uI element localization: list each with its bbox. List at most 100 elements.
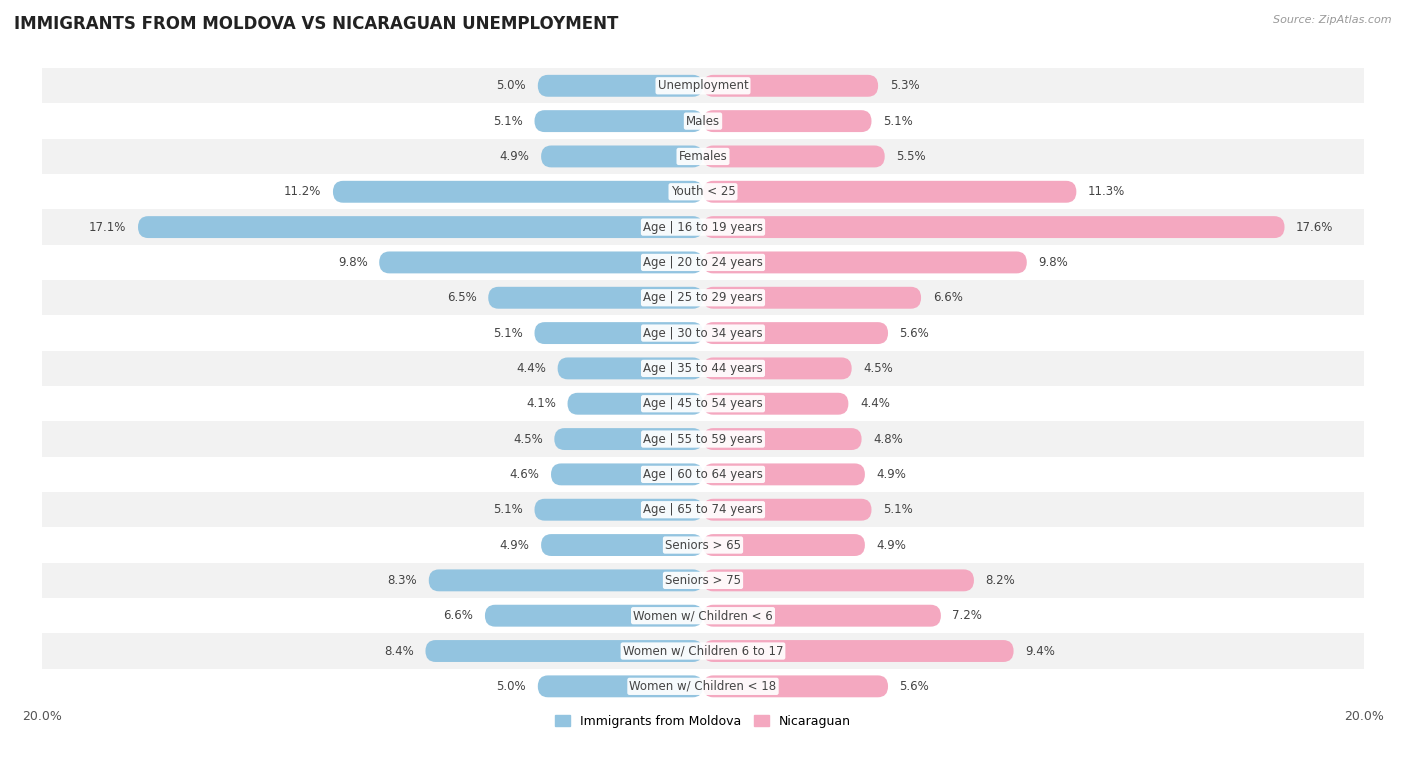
Text: 4.4%: 4.4% <box>516 362 546 375</box>
Text: 5.0%: 5.0% <box>496 79 526 92</box>
FancyBboxPatch shape <box>703 569 974 591</box>
Text: 5.5%: 5.5% <box>896 150 927 163</box>
Text: 6.6%: 6.6% <box>443 609 474 622</box>
FancyBboxPatch shape <box>541 145 703 167</box>
FancyBboxPatch shape <box>703 534 865 556</box>
Text: 6.6%: 6.6% <box>932 291 963 304</box>
FancyBboxPatch shape <box>537 75 703 97</box>
FancyBboxPatch shape <box>703 145 884 167</box>
FancyBboxPatch shape <box>488 287 703 309</box>
FancyBboxPatch shape <box>558 357 703 379</box>
FancyBboxPatch shape <box>485 605 703 627</box>
Text: Age | 25 to 29 years: Age | 25 to 29 years <box>643 291 763 304</box>
Text: 4.1%: 4.1% <box>526 397 555 410</box>
Text: Age | 55 to 59 years: Age | 55 to 59 years <box>643 432 763 446</box>
FancyBboxPatch shape <box>551 463 703 485</box>
Text: Males: Males <box>686 114 720 128</box>
FancyBboxPatch shape <box>380 251 703 273</box>
FancyBboxPatch shape <box>703 605 941 627</box>
Text: 4.6%: 4.6% <box>509 468 540 481</box>
FancyBboxPatch shape <box>554 428 703 450</box>
Bar <box>42 492 1364 528</box>
FancyBboxPatch shape <box>703 357 852 379</box>
Text: Women w/ Children < 6: Women w/ Children < 6 <box>633 609 773 622</box>
FancyBboxPatch shape <box>703 287 921 309</box>
FancyBboxPatch shape <box>703 393 848 415</box>
FancyBboxPatch shape <box>534 499 703 521</box>
Text: 4.9%: 4.9% <box>499 150 530 163</box>
FancyBboxPatch shape <box>534 322 703 344</box>
Text: Seniors > 65: Seniors > 65 <box>665 538 741 552</box>
FancyBboxPatch shape <box>703 111 872 132</box>
Bar <box>42 350 1364 386</box>
Text: 8.3%: 8.3% <box>388 574 418 587</box>
FancyBboxPatch shape <box>537 675 703 697</box>
Bar <box>42 598 1364 634</box>
FancyBboxPatch shape <box>426 640 703 662</box>
Text: 9.8%: 9.8% <box>1039 256 1069 269</box>
Text: 7.2%: 7.2% <box>952 609 983 622</box>
FancyBboxPatch shape <box>703 428 862 450</box>
FancyBboxPatch shape <box>429 569 703 591</box>
Bar <box>42 174 1364 210</box>
Bar <box>42 634 1364 668</box>
FancyBboxPatch shape <box>703 217 1285 238</box>
Text: Age | 65 to 74 years: Age | 65 to 74 years <box>643 503 763 516</box>
Text: 5.0%: 5.0% <box>496 680 526 693</box>
Text: 9.4%: 9.4% <box>1025 644 1054 658</box>
Text: Age | 45 to 54 years: Age | 45 to 54 years <box>643 397 763 410</box>
Bar <box>42 668 1364 704</box>
FancyBboxPatch shape <box>703 463 865 485</box>
FancyBboxPatch shape <box>534 111 703 132</box>
Text: Women w/ Children 6 to 17: Women w/ Children 6 to 17 <box>623 644 783 658</box>
FancyBboxPatch shape <box>703 322 889 344</box>
Bar <box>42 316 1364 350</box>
Bar <box>42 245 1364 280</box>
Text: 4.5%: 4.5% <box>513 432 543 446</box>
Text: Age | 20 to 24 years: Age | 20 to 24 years <box>643 256 763 269</box>
Bar <box>42 528 1364 562</box>
Text: Source: ZipAtlas.com: Source: ZipAtlas.com <box>1274 15 1392 25</box>
Text: 5.1%: 5.1% <box>494 326 523 340</box>
FancyBboxPatch shape <box>703 675 889 697</box>
Text: 11.3%: 11.3% <box>1088 185 1125 198</box>
FancyBboxPatch shape <box>333 181 703 203</box>
FancyBboxPatch shape <box>138 217 703 238</box>
Text: 11.2%: 11.2% <box>284 185 322 198</box>
Text: 5.1%: 5.1% <box>494 114 523 128</box>
Text: 5.1%: 5.1% <box>494 503 523 516</box>
FancyBboxPatch shape <box>703 640 1014 662</box>
Legend: Immigrants from Moldova, Nicaraguan: Immigrants from Moldova, Nicaraguan <box>550 710 856 733</box>
Bar <box>42 562 1364 598</box>
Text: 8.4%: 8.4% <box>384 644 413 658</box>
FancyBboxPatch shape <box>541 534 703 556</box>
Text: 6.5%: 6.5% <box>447 291 477 304</box>
Text: 5.1%: 5.1% <box>883 114 912 128</box>
Bar <box>42 104 1364 139</box>
Text: 17.6%: 17.6% <box>1296 220 1333 234</box>
Bar <box>42 456 1364 492</box>
FancyBboxPatch shape <box>703 499 872 521</box>
Text: Age | 30 to 34 years: Age | 30 to 34 years <box>643 326 763 340</box>
Text: Seniors > 75: Seniors > 75 <box>665 574 741 587</box>
Text: Age | 60 to 64 years: Age | 60 to 64 years <box>643 468 763 481</box>
Text: 4.8%: 4.8% <box>873 432 903 446</box>
Bar <box>42 68 1364 104</box>
Text: 5.1%: 5.1% <box>883 503 912 516</box>
FancyBboxPatch shape <box>703 75 879 97</box>
Text: IMMIGRANTS FROM MOLDOVA VS NICARAGUAN UNEMPLOYMENT: IMMIGRANTS FROM MOLDOVA VS NICARAGUAN UN… <box>14 15 619 33</box>
Text: Females: Females <box>679 150 727 163</box>
Bar <box>42 210 1364 245</box>
Text: 4.9%: 4.9% <box>499 538 530 552</box>
FancyBboxPatch shape <box>703 181 1077 203</box>
Text: Women w/ Children < 18: Women w/ Children < 18 <box>630 680 776 693</box>
FancyBboxPatch shape <box>703 251 1026 273</box>
Text: 4.5%: 4.5% <box>863 362 893 375</box>
FancyBboxPatch shape <box>568 393 703 415</box>
Bar <box>42 280 1364 316</box>
Text: 17.1%: 17.1% <box>89 220 127 234</box>
Text: 4.4%: 4.4% <box>860 397 890 410</box>
Bar <box>42 386 1364 422</box>
Text: 5.6%: 5.6% <box>900 326 929 340</box>
Text: 4.9%: 4.9% <box>876 468 907 481</box>
